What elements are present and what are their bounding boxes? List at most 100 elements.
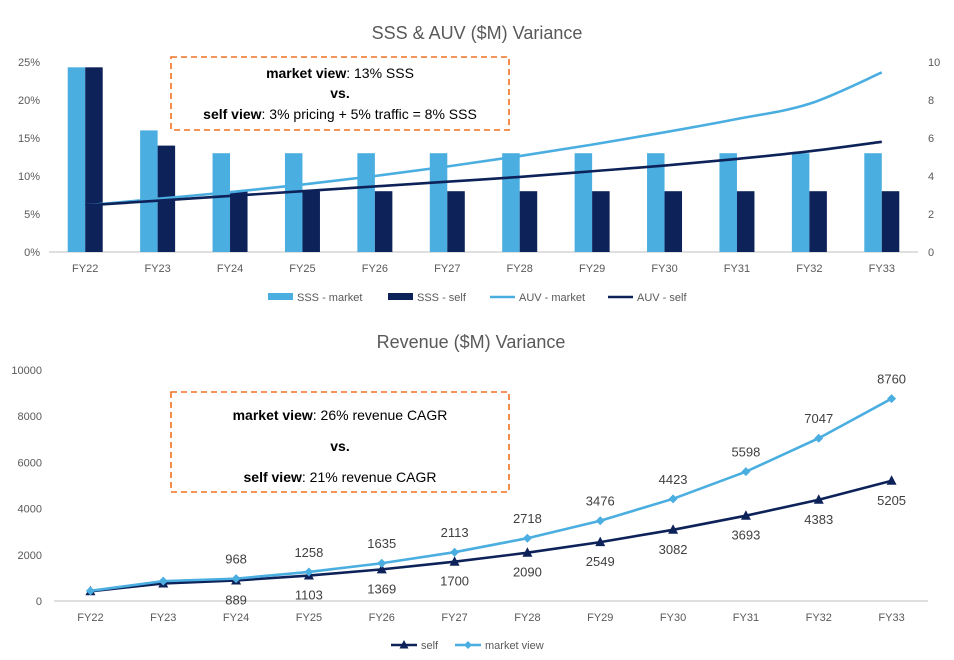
marker-self: [813, 494, 824, 504]
chart2-x-tick-label: FY32: [806, 612, 832, 624]
data-label-market-view: 2718: [513, 511, 542, 526]
chart2-data-labels: 889 1103 1369 1700 2090 2549 3082 3693 4383 5205 9…: [225, 372, 906, 608]
chart2-x-tick-label: FY26: [369, 612, 395, 624]
data-label-self: 2549: [586, 554, 615, 569]
bar-sss-self: [809, 191, 827, 252]
chart2-y-tick-label: 10000: [11, 365, 42, 377]
legend-sss-self-label: SSS - self: [417, 292, 467, 304]
bar-sss-market: [429, 153, 448, 252]
legend-auv-self-label: AUV - self: [637, 292, 687, 304]
chart2-y-tick-label: 4000: [18, 504, 42, 516]
chart1-x-tick-label: FY31: [724, 263, 750, 275]
legend-self-label: self: [421, 640, 439, 652]
chart1-x-tick-label: FY28: [507, 263, 533, 275]
marker-market-view: [522, 533, 532, 543]
chart1-left-tick-label: 5%: [24, 209, 40, 221]
marker-self: [449, 556, 460, 566]
chart2-legend: self market view: [391, 640, 544, 652]
bar-sss-market: [357, 153, 375, 252]
chart1-left-tick-label: 15%: [18, 133, 40, 145]
data-label-market-view: 2113: [441, 525, 469, 540]
chart1-tick-labels: 0% 5% 10% 15% 20% 25% 0 2 4 6 8 10 FY22 FY23 FY24 FY25 F…: [18, 57, 940, 275]
bar-sss-self: [447, 191, 465, 252]
marker-market-view: [887, 394, 897, 404]
bar-sss-market: [719, 153, 737, 252]
data-label-self: 1103: [295, 588, 323, 603]
chart1-right-tick-label: 4: [928, 171, 934, 183]
marker-market-view: [158, 576, 168, 586]
data-label-market-view: 1258: [294, 545, 323, 560]
chart1-left-tick-label: 10%: [18, 171, 40, 183]
chart2-callout-vs: vs.: [330, 438, 349, 454]
chart2-title: Revenue ($M) Variance: [377, 332, 566, 352]
bar-sss-self: [736, 191, 755, 252]
chart1-left-tick-label: 0%: [24, 247, 40, 259]
chart1-right-tick-label: 0: [928, 247, 934, 259]
line-revenue-self: [90, 479, 892, 593]
chart1-right-tick-label: 10: [928, 57, 940, 69]
chart1-right-tick-label: 8: [928, 95, 934, 107]
chart2-x-tick-label: FY28: [514, 612, 540, 624]
marker-self: [886, 475, 897, 485]
chart1-callout-box: [170, 56, 510, 131]
line-auv-self: [85, 140, 882, 207]
chart2-x-tick-label: FY23: [150, 612, 176, 624]
chart1-callout-market-text: : 13% SSS: [346, 65, 414, 81]
data-label-market-view: 4423: [659, 472, 688, 487]
marker-market-view: [377, 558, 387, 568]
chart2-callout-self-text: : 21% revenue CAGR: [302, 469, 437, 485]
chart1-left-tick-label: 20%: [18, 95, 40, 107]
bar-sss-market: [864, 153, 882, 252]
legend-sss-market-label: SSS - market: [297, 292, 362, 304]
chart2-x-tick-label: FY25: [296, 612, 322, 624]
bar-sss-self: [374, 191, 393, 252]
chart2-x-tick-label: FY29: [587, 612, 613, 624]
bar-sss-self: [302, 191, 320, 252]
chart2-x-tick-label: FY33: [878, 612, 904, 624]
data-label-self: 3082: [659, 542, 688, 557]
chart1-left-tick-label: 25%: [18, 57, 40, 69]
chart2-callout-market-label: market view: [233, 407, 313, 423]
chart2-callout-line3: self view: 21% revenue CAGR: [244, 469, 437, 485]
chart1-callout-line3: self view: 3% pricing + 5% traffic = 8% …: [203, 106, 477, 122]
line-revenue-market: [90, 397, 893, 593]
marker-market-view: [450, 547, 460, 557]
chart2-tick-labels: 0 2000 4000 6000 8000 10000 FY22 FY23 FY24 FY25 FY…: [11, 365, 904, 624]
bar-sss-self: [592, 191, 610, 252]
chart2-callout-line1: market view: 26% revenue CAGR: [233, 407, 448, 423]
marker-market-view: [304, 567, 314, 577]
bar-sss-self: [664, 191, 683, 252]
chart2-x-tick-label: FY27: [441, 612, 467, 624]
chart2-callout-self-label: self view: [244, 469, 302, 485]
bar-sss-market: [574, 153, 593, 252]
data-label-market-view: 5598: [731, 445, 760, 460]
bar-sss-self: [230, 191, 248, 252]
chart2-x-tick-label: FY30: [660, 612, 686, 624]
marker-market-view: [595, 516, 605, 526]
marker-market-view: [741, 467, 751, 477]
chart2-callout-box: [170, 391, 510, 493]
chart2-y-tick-label: 0: [36, 596, 42, 608]
chart1-callout-self-label: self view: [203, 106, 261, 122]
chart1-x-tick-label: FY32: [796, 263, 822, 275]
marker-market-view: [814, 433, 824, 443]
data-label-self: 1369: [367, 581, 396, 596]
data-label-market-view: 968: [225, 552, 247, 567]
data-label-market-view: 7047: [804, 411, 833, 426]
chart1-callout-vs: vs.: [330, 85, 349, 101]
bar-sss-market: [791, 153, 810, 252]
legend-auv-market-label: AUV - market: [519, 292, 585, 304]
chart2-y-tick-label: 8000: [18, 411, 42, 423]
chart1-callout: market view: 13% SSS vs. self view: 3% p…: [170, 56, 510, 131]
chart2-x-tick-label: FY22: [77, 612, 103, 624]
chart1-x-tick-label: FY27: [434, 263, 460, 275]
chart1-x-tick-label: FY26: [362, 263, 388, 275]
chart2-x-tick-label: FY31: [733, 612, 759, 624]
chart1-title: SSS & AUV ($M) Variance: [372, 23, 583, 43]
sss-auv-chart: SSS & AUV ($M) Variance 0% 5% 10% 15% 20% 25%…: [18, 23, 940, 304]
chart1-x-tick-label: FY23: [144, 263, 170, 275]
bar-sss-market: [502, 153, 520, 252]
marker-self: [522, 547, 533, 557]
bar-sss-market: [284, 153, 303, 252]
